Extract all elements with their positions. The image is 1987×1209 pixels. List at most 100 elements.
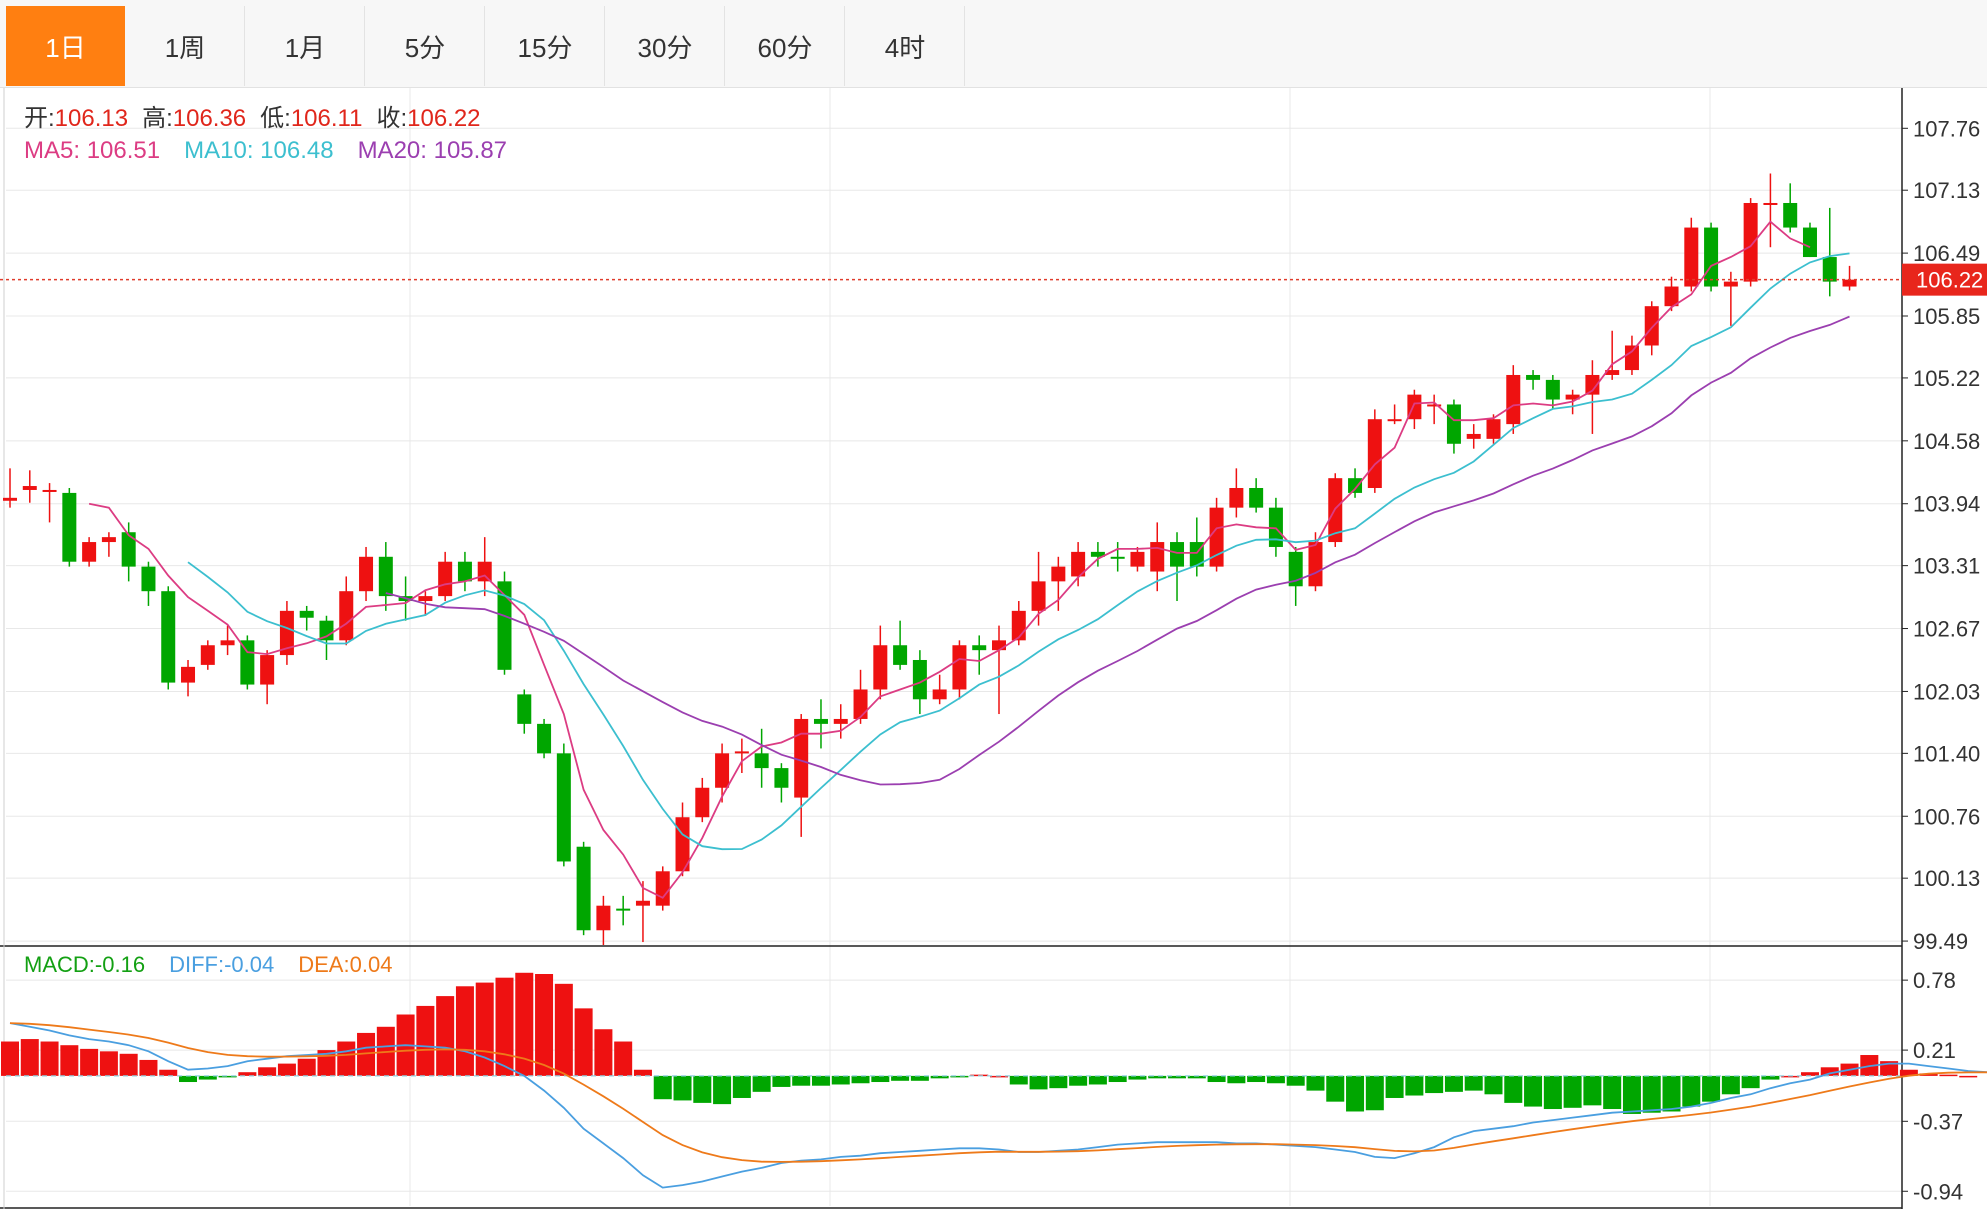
dea-line bbox=[9, 1022, 1987, 1163]
macd-bar bbox=[851, 1075, 870, 1084]
candle-body bbox=[42, 489, 57, 492]
tab-period-5[interactable]: 30分 bbox=[606, 6, 725, 86]
tab-period-1[interactable]: 1周 bbox=[126, 6, 245, 86]
macd-bar bbox=[1365, 1075, 1384, 1111]
candle-body bbox=[1367, 419, 1382, 488]
candle-body bbox=[1110, 556, 1125, 559]
ohlc-high-label: 高 bbox=[142, 105, 166, 132]
macd-bar bbox=[297, 1058, 316, 1076]
ma10-line bbox=[187, 252, 1850, 851]
candle-body bbox=[1763, 202, 1778, 205]
macd-bar bbox=[1049, 1075, 1068, 1089]
macd-bar bbox=[1425, 1075, 1444, 1094]
period-tab-bar: 1日 1周 1月 5分 15分 30分 60分 4时 bbox=[0, 0, 1987, 88]
ohlc-colon: : bbox=[166, 105, 173, 132]
candle-body bbox=[1545, 379, 1560, 400]
candle-body bbox=[893, 645, 908, 665]
candle-body bbox=[359, 556, 374, 592]
candle-body bbox=[1249, 487, 1264, 508]
candle-body bbox=[1743, 202, 1758, 282]
macd-bar bbox=[1781, 1075, 1800, 1078]
tab-period-4[interactable]: 15分 bbox=[486, 6, 605, 86]
macd-bar bbox=[139, 1059, 158, 1076]
candle-body bbox=[992, 640, 1006, 651]
macd-bar bbox=[574, 1008, 593, 1076]
candle-body bbox=[1605, 370, 1620, 375]
tab-period-3[interactable]: 5分 bbox=[366, 6, 485, 86]
macd-bar bbox=[1563, 1075, 1582, 1108]
candle-body bbox=[181, 666, 196, 683]
macd-legend-value: 0.04 bbox=[350, 952, 393, 977]
candle-body bbox=[1624, 345, 1639, 371]
candle-body bbox=[339, 591, 354, 641]
macd-bar bbox=[80, 1048, 99, 1076]
price-tick-label: 102.67 bbox=[1913, 617, 1980, 642]
macd-bar bbox=[159, 1069, 178, 1076]
candle-body bbox=[1308, 542, 1323, 587]
candle-body bbox=[1585, 374, 1600, 395]
candle-body bbox=[1031, 581, 1046, 611]
macd-bar bbox=[930, 1075, 949, 1079]
candle-body bbox=[1130, 551, 1145, 567]
candle-body bbox=[1268, 507, 1283, 547]
macd-legend-value: -0.04 bbox=[224, 952, 274, 977]
candle-body bbox=[279, 610, 294, 656]
macd-bar bbox=[633, 1069, 652, 1076]
macd-bar bbox=[673, 1075, 692, 1101]
candle-body bbox=[378, 556, 393, 597]
candle-body bbox=[1704, 227, 1719, 287]
ohlc-colon: : bbox=[400, 105, 407, 132]
macd-bar bbox=[1207, 1075, 1226, 1083]
candle-body bbox=[715, 753, 730, 788]
candle-body bbox=[101, 537, 116, 543]
macd-bar bbox=[594, 1029, 613, 1076]
macd-legend-value: -0.16 bbox=[95, 952, 145, 977]
candle-body bbox=[1051, 566, 1066, 582]
macd-bar bbox=[1346, 1075, 1365, 1112]
macd-bar bbox=[475, 982, 494, 1076]
candle-body bbox=[1446, 404, 1461, 444]
ma-legend-colon: : bbox=[247, 137, 260, 164]
ohlc-legend: 开:106.13 高:106.36 低:106.11 收:106.22 bbox=[24, 105, 481, 132]
tab-period-2[interactable]: 1月 bbox=[246, 6, 365, 86]
candle-body bbox=[220, 640, 235, 646]
macd-bar bbox=[357, 1032, 376, 1076]
tab-period-7[interactable]: 4时 bbox=[846, 6, 965, 86]
price-tick-label: 106.49 bbox=[1913, 241, 1980, 266]
candle-body bbox=[438, 561, 453, 597]
candle-body bbox=[1822, 257, 1837, 282]
macd-bar bbox=[653, 1075, 672, 1100]
tab-period-0[interactable]: 1日 bbox=[6, 6, 125, 86]
candle-body bbox=[161, 591, 176, 683]
price-tick-label: 103.94 bbox=[1913, 492, 1980, 517]
macd-bar bbox=[238, 1072, 257, 1076]
tab-period-6[interactable]: 60分 bbox=[726, 6, 845, 86]
candle-body bbox=[200, 645, 215, 665]
ma-legend-name: MA5 bbox=[24, 137, 73, 164]
macd-bar bbox=[119, 1053, 138, 1076]
ma-legend-value: 106.48 bbox=[260, 137, 333, 164]
macd-bar bbox=[1108, 1075, 1127, 1083]
macd-bar bbox=[60, 1045, 79, 1076]
kline-chart[interactable]: 107.76 107.13 106.49 105.85 105.22 104.58 103.… bbox=[0, 88, 1987, 1209]
price-tick-label: 107.13 bbox=[1913, 178, 1980, 203]
price-tick-label: 104.58 bbox=[1913, 429, 1980, 454]
candle-body bbox=[952, 645, 967, 690]
macd-tick-label: -0.37 bbox=[1913, 1109, 1963, 1134]
macd-bar bbox=[1761, 1075, 1780, 1080]
macd-bar bbox=[1405, 1075, 1424, 1096]
candle-body bbox=[22, 486, 37, 490]
candle-body bbox=[616, 908, 631, 911]
candle-body bbox=[1466, 433, 1481, 439]
price-tick-label: 100.76 bbox=[1913, 804, 1980, 829]
ohlc-high-value: 106.36 bbox=[173, 105, 246, 132]
ohlc-close-label: 收 bbox=[376, 105, 400, 132]
macd-bar bbox=[1029, 1075, 1048, 1090]
macd-legend-colon: : bbox=[89, 952, 95, 977]
price-tick-label: 101.40 bbox=[1913, 741, 1980, 766]
candle-body bbox=[853, 689, 868, 719]
macd-bar bbox=[1148, 1075, 1167, 1079]
candle-body bbox=[537, 723, 552, 754]
macd-bar bbox=[1, 1041, 19, 1076]
macd-bar bbox=[772, 1075, 791, 1087]
